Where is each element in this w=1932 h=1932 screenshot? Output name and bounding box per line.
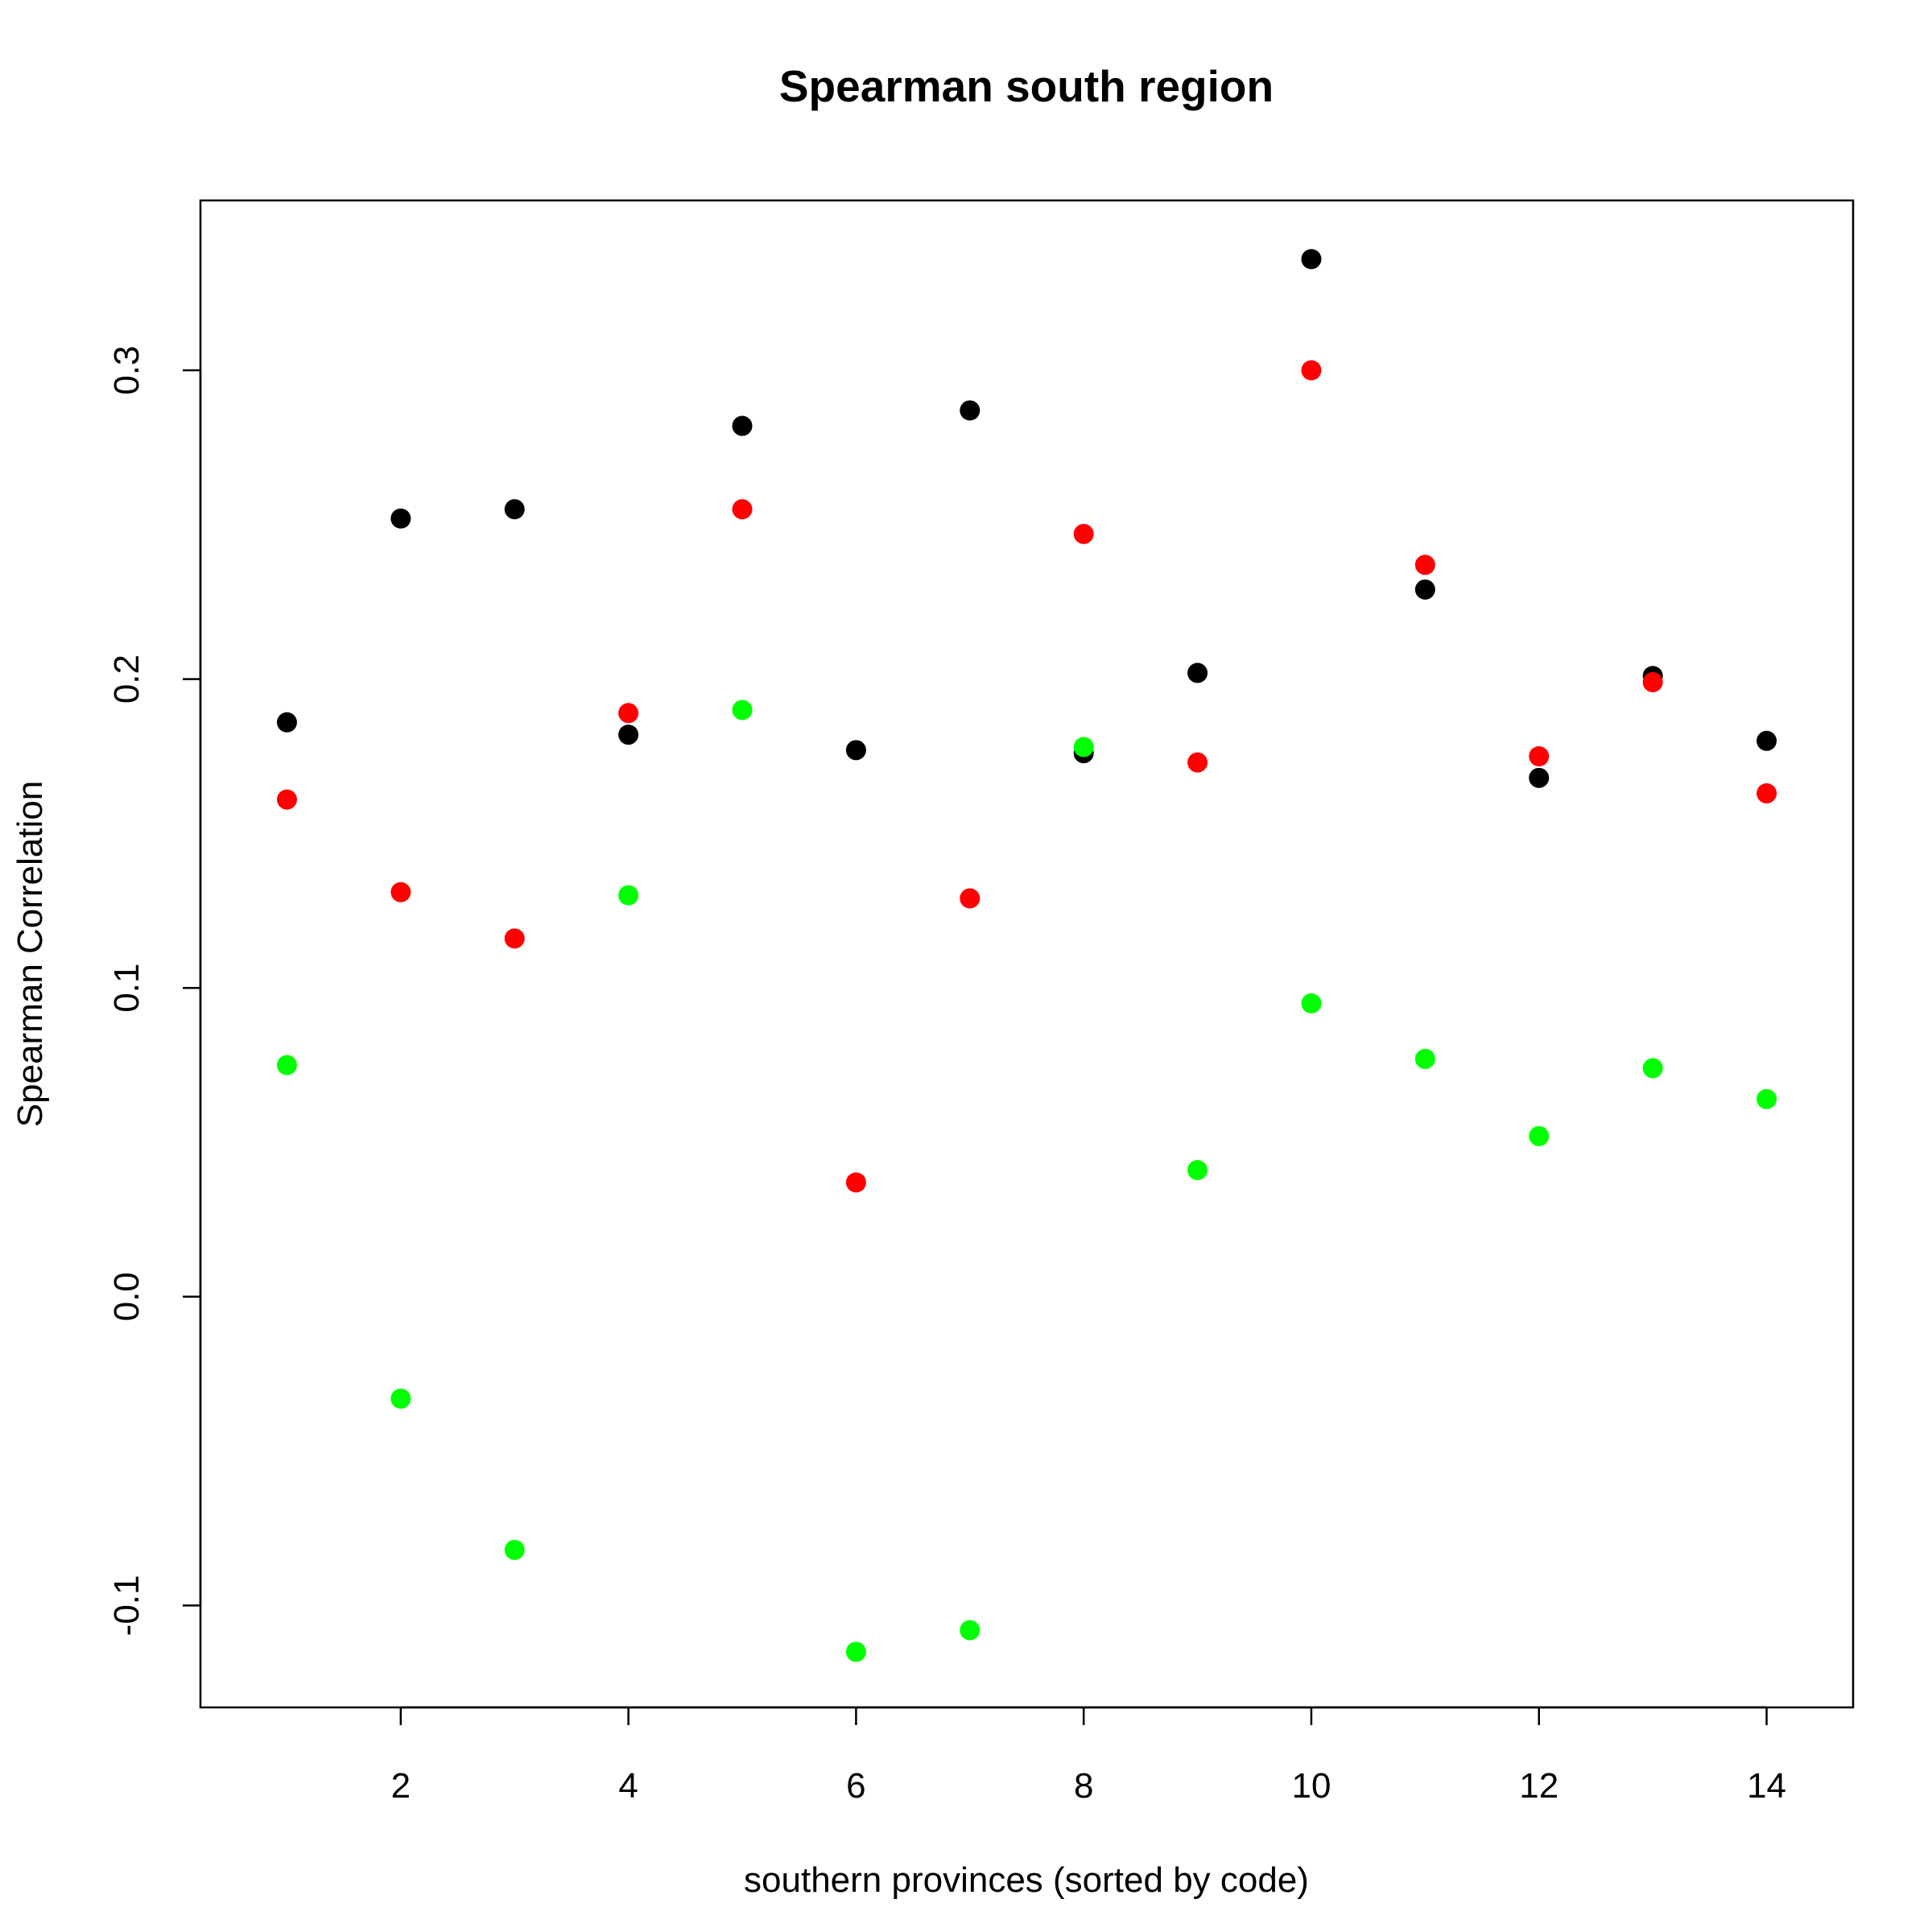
data-point <box>1187 663 1208 683</box>
x-tick-label: 4 <box>618 1766 638 1806</box>
x-tick-label: 12 <box>1519 1766 1558 1806</box>
x-tick-label: 2 <box>391 1766 411 1806</box>
data-point <box>1301 993 1322 1013</box>
x-axis: 2 4 6 8 10 12 14 <box>391 1706 1786 1806</box>
data-point <box>732 415 753 436</box>
data-point <box>1073 737 1094 758</box>
series-1 <box>276 249 1777 788</box>
y-tick-label: 0.0 <box>107 1272 147 1321</box>
data-point <box>1187 752 1208 773</box>
data-point <box>960 1620 980 1641</box>
y-tick-label: -0.1 <box>107 1575 147 1636</box>
x-tick-label: 14 <box>1747 1766 1786 1806</box>
data-point <box>845 1172 866 1193</box>
data-point <box>732 700 753 720</box>
data-point <box>1414 555 1435 576</box>
data-point <box>1642 671 1663 692</box>
data-point <box>618 885 639 906</box>
data-point <box>1529 1125 1550 1146</box>
chart-title: Spearman south region <box>779 61 1274 111</box>
y-axis: -0.1 0.0 0.1 0.2 0.3 <box>107 345 202 1636</box>
y-tick-label: 0.1 <box>107 964 147 1013</box>
series-3 <box>276 700 1777 1662</box>
data-point <box>504 499 525 520</box>
data-point <box>1414 579 1435 600</box>
data-point <box>1642 1058 1663 1079</box>
data-points <box>276 249 1777 1662</box>
data-point <box>276 1055 297 1075</box>
series-2 <box>276 360 1777 1193</box>
y-axis-label: Spearman Correlation <box>10 781 50 1127</box>
data-point <box>845 740 866 761</box>
data-point <box>1301 249 1322 270</box>
y-tick-label: 0.2 <box>107 654 147 704</box>
data-point <box>504 928 525 949</box>
plot-frame <box>199 199 1855 1709</box>
data-point <box>845 1641 866 1662</box>
data-point <box>732 499 753 520</box>
data-point <box>1757 1088 1777 1109</box>
x-tick-label: 8 <box>1074 1766 1093 1806</box>
data-point <box>504 1539 525 1560</box>
data-point <box>1187 1160 1208 1181</box>
data-point <box>618 703 639 724</box>
data-point <box>1073 523 1094 544</box>
data-point <box>276 712 297 733</box>
data-point <box>618 724 639 745</box>
x-tick-label: 6 <box>846 1766 865 1806</box>
data-point <box>1757 783 1777 804</box>
data-point <box>1529 745 1550 766</box>
data-point <box>960 400 980 421</box>
data-point <box>390 508 411 529</box>
data-point <box>1301 360 1322 381</box>
data-point <box>390 1388 411 1409</box>
data-point <box>1757 730 1777 751</box>
data-point <box>960 888 980 909</box>
y-tick-label: 0.3 <box>107 345 147 394</box>
x-axis-label: southern provinces (sorted by code) <box>744 1860 1309 1900</box>
data-point <box>390 881 411 902</box>
data-point <box>1414 1048 1435 1069</box>
data-point <box>276 789 297 810</box>
data-point <box>1529 767 1550 788</box>
x-tick-label: 10 <box>1292 1766 1331 1806</box>
